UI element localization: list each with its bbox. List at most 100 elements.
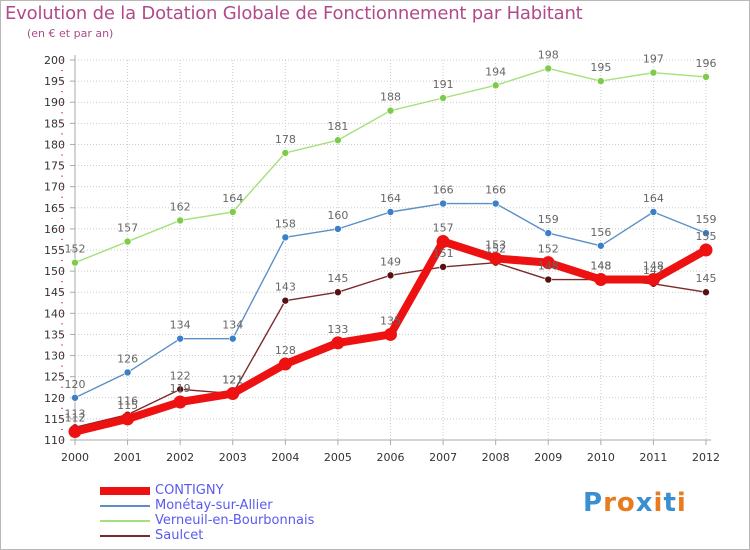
- x-tick-label: 2009: [534, 451, 562, 464]
- data-point-1: [281, 233, 290, 242]
- data-point-3: [281, 296, 290, 305]
- data-label-3: 121: [222, 374, 243, 387]
- data-point-1: [386, 208, 395, 216]
- data-label-2: 188: [380, 91, 401, 104]
- x-tick-label: 2002: [166, 451, 194, 464]
- data-point-2: [334, 136, 342, 145]
- y-tick-label: 115: [44, 413, 65, 426]
- data-point-3: [334, 288, 342, 297]
- data-point-2: [491, 81, 500, 90]
- data-point-0: [541, 256, 555, 270]
- logo-letter: t: [663, 488, 677, 518]
- x-tick-label: 2004: [271, 451, 299, 464]
- data-label-3: 151: [433, 247, 454, 260]
- data-label-1: 134: [222, 319, 243, 332]
- data-label-1: 166: [485, 184, 506, 197]
- data-label-2: 181: [327, 120, 348, 133]
- legend-label: Saulcet: [155, 528, 204, 543]
- y-tick-label: 200: [44, 54, 65, 67]
- data-label-0: 135: [380, 314, 401, 327]
- y-tick-label: 150: [44, 265, 65, 278]
- y-tick-label: 175: [44, 160, 65, 173]
- data-point-1: [228, 334, 237, 343]
- data-label-3: 122: [170, 369, 191, 382]
- data-point-2: [228, 208, 237, 216]
- data-label-2: 157: [117, 222, 138, 235]
- legend-swatch-saulcet: [100, 535, 150, 537]
- x-tick-label: 2003: [219, 451, 247, 464]
- y-tick-label: 120: [44, 392, 65, 405]
- data-label-0: 115: [117, 399, 138, 412]
- logo-letter: r: [603, 488, 617, 518]
- x-tick-label: 2006: [377, 451, 405, 464]
- data-point-2: [597, 77, 605, 85]
- y-tick-label: 170: [44, 181, 65, 194]
- data-label-3: 148: [590, 260, 611, 273]
- y-tick-label: 185: [44, 117, 65, 130]
- data-label-0: 157: [433, 222, 454, 235]
- data-point-3: [702, 288, 710, 297]
- data-label-1: 166: [433, 184, 454, 197]
- data-label-3: 113: [65, 407, 86, 420]
- data-label-0: 155: [696, 230, 717, 243]
- logo-letter: o: [616, 488, 636, 518]
- data-label-1: 164: [380, 192, 401, 205]
- x-tick-label: 2010: [587, 451, 615, 464]
- data-label-0: 148: [643, 260, 664, 273]
- y-tick-label: 165: [44, 202, 65, 215]
- data-point-2: [439, 94, 447, 102]
- data-point-3: [544, 275, 553, 284]
- y-tick-label: 160: [44, 223, 65, 236]
- data-point-1: [71, 393, 79, 402]
- y-tick-label: 145: [44, 286, 65, 299]
- proxiti-logo: Proxiti: [583, 488, 687, 518]
- data-label-1: 126: [117, 352, 138, 365]
- data-label-1: 159: [696, 213, 717, 226]
- data-label-3: 116: [117, 395, 138, 408]
- data-point-1: [597, 241, 605, 250]
- data-label-2: 197: [643, 53, 664, 66]
- data-point-2: [176, 216, 184, 225]
- logo-letter: x: [635, 488, 654, 518]
- data-point-0: [436, 235, 450, 249]
- data-label-3: 149: [380, 255, 401, 268]
- data-label-2: 195: [590, 61, 611, 74]
- data-point-2: [386, 106, 395, 115]
- data-point-1: [544, 229, 553, 237]
- data-point-0: [331, 336, 345, 350]
- data-point-0: [384, 327, 397, 341]
- data-label-0: 112: [65, 412, 86, 425]
- data-label-3: 147: [643, 264, 664, 277]
- legend-swatch-monetay: [100, 505, 150, 507]
- data-label-1: 160: [327, 209, 348, 222]
- x-tick-label: 2001: [114, 451, 142, 464]
- x-tick-label: 2005: [324, 451, 352, 464]
- y-tick-label: 140: [44, 307, 65, 320]
- data-point-1: [649, 208, 658, 216]
- y-tick-label: 155: [44, 244, 65, 257]
- data-point-0: [699, 243, 713, 257]
- data-label-2: 178: [275, 133, 296, 146]
- chart-title: Evolution de la Dotation Globale de Fonc…: [5, 3, 583, 24]
- data-label-0: 148: [590, 260, 611, 273]
- data-point-1: [439, 199, 447, 208]
- data-label-2: 196: [696, 57, 717, 70]
- data-point-0: [226, 387, 240, 401]
- y-tick-label: 180: [44, 138, 65, 151]
- data-label-0: 128: [275, 344, 296, 357]
- data-point-0: [121, 412, 135, 426]
- chart-subtitle: (en € et par an): [27, 27, 114, 40]
- y-tick-label: 130: [44, 350, 65, 363]
- data-point-0: [278, 357, 292, 371]
- data-point-3: [176, 385, 184, 394]
- data-label-2: 162: [170, 200, 191, 213]
- data-label-2: 191: [433, 78, 454, 91]
- data-label-3: 143: [275, 281, 296, 294]
- data-label-2: 152: [65, 243, 86, 256]
- data-label-3: 145: [327, 272, 348, 285]
- data-label-1: 134: [170, 319, 191, 332]
- data-point-0: [646, 273, 660, 287]
- data-label-0: 121: [222, 374, 243, 387]
- data-point-1: [491, 199, 500, 208]
